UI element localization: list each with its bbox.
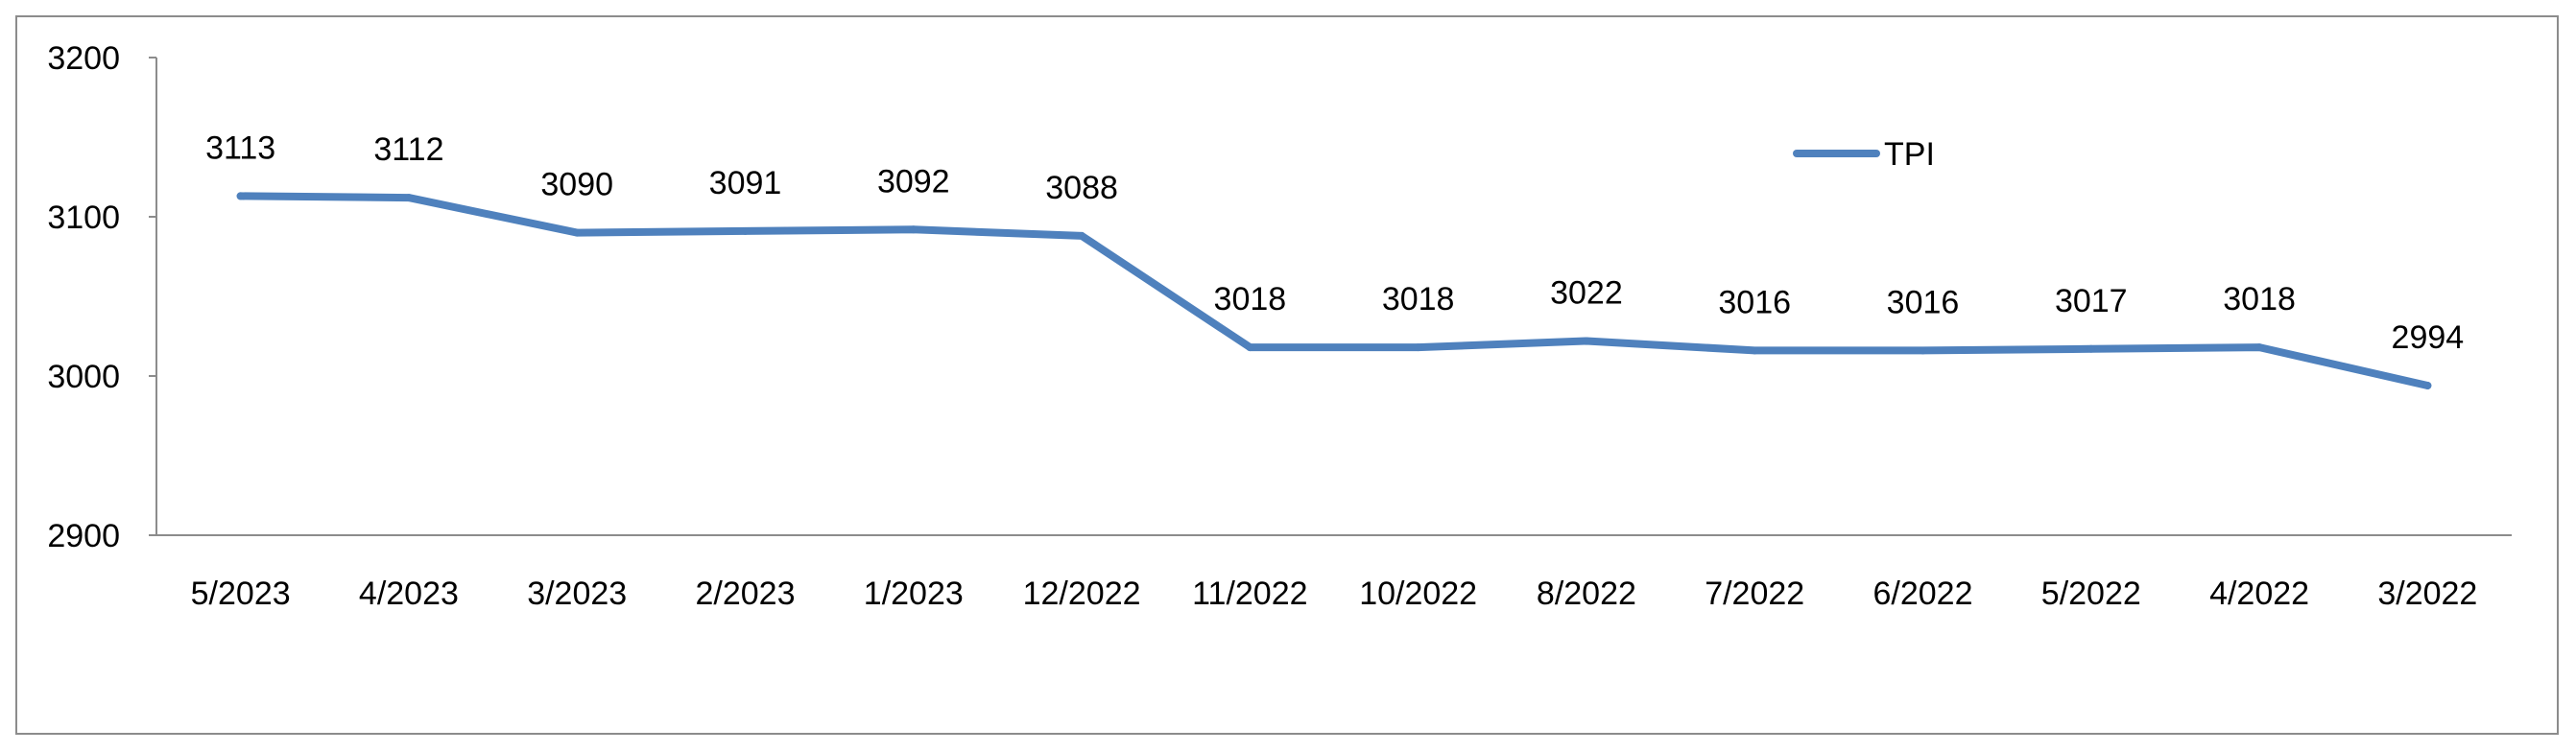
data-label: 3016 xyxy=(1887,284,1960,320)
x-tick-label: 4/2022 xyxy=(2209,576,2309,612)
x-axis: 5/2023 4/2023 3/2023 2/2023 1/2023 12/2022 11/… xyxy=(156,534,2512,612)
chart-frame xyxy=(15,15,2559,735)
x-tick-label: 6/2022 xyxy=(1873,576,1973,612)
y-tick-label: 3100 xyxy=(47,200,120,236)
data-point xyxy=(909,225,918,234)
data-label: 3092 xyxy=(877,163,950,200)
x-tick-label: 12/2022 xyxy=(1023,576,1141,612)
data-point xyxy=(573,228,582,237)
y-tick-label: 3200 xyxy=(47,40,120,77)
data-point xyxy=(2423,381,2432,389)
data-label: 3016 xyxy=(1718,284,1791,320)
data-label: 3113 xyxy=(205,129,275,166)
data-label: 3112 xyxy=(373,131,443,168)
x-tick-label: 10/2022 xyxy=(1359,576,1477,612)
x-tick-label: 5/2022 xyxy=(2041,576,2141,612)
data-point xyxy=(1919,346,1927,355)
x-tick-label: 2/2023 xyxy=(696,576,796,612)
data-point xyxy=(236,192,245,200)
x-tick-label: 3/2023 xyxy=(527,576,627,612)
legend: TPI xyxy=(1793,136,1935,173)
data-label: 3088 xyxy=(1045,170,1118,206)
data-label: 3091 xyxy=(709,165,782,201)
data-point xyxy=(1246,343,1254,352)
y-tick-label: 3000 xyxy=(47,359,120,395)
x-tick-label: 1/2023 xyxy=(864,576,964,612)
x-tick-label: 8/2022 xyxy=(1537,576,1636,612)
data-label: 3018 xyxy=(1214,281,1287,317)
data-point xyxy=(1582,337,1590,345)
x-tick-label: 3/2022 xyxy=(2377,576,2477,612)
data-point xyxy=(404,194,413,202)
y-tick-label: 2900 xyxy=(47,518,120,554)
series-line-tpi xyxy=(236,192,2432,389)
series-group xyxy=(236,192,2432,389)
x-tick-label: 5/2023 xyxy=(191,576,291,612)
legend-label-tpi: TPI xyxy=(1884,136,1935,173)
data-point xyxy=(741,226,750,235)
data-label: 3022 xyxy=(1550,274,1623,311)
x-tick-label: 7/2022 xyxy=(1705,576,1804,612)
data-point xyxy=(1751,346,1759,355)
data-label: 3017 xyxy=(2055,283,2128,319)
data-label: 3090 xyxy=(540,167,613,203)
x-tick-label: 4/2023 xyxy=(359,576,459,612)
data-labels: 3113 3112 3090 3091 3092 3088 3018 3018 3022 3016… xyxy=(205,129,2464,356)
x-tick-label: 11/2022 xyxy=(1192,576,1307,612)
data-point xyxy=(1078,231,1086,240)
data-label: 2994 xyxy=(2392,319,2465,356)
data-label: 3018 xyxy=(2223,281,2296,317)
data-point xyxy=(2255,343,2264,352)
y-axis: 2900 3000 3100 3200 xyxy=(47,40,157,554)
data-point xyxy=(2087,344,2095,353)
data-point xyxy=(1414,343,1422,352)
data-label: 3018 xyxy=(1382,281,1455,317)
